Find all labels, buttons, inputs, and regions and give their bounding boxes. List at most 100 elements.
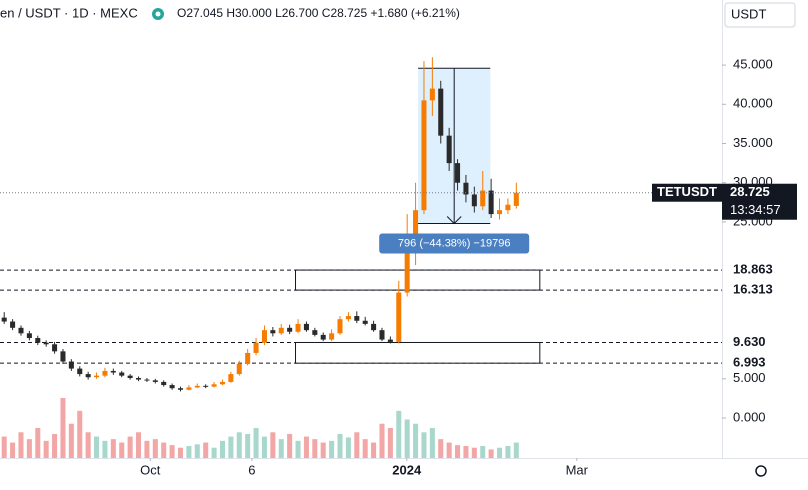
volume-bar xyxy=(236,432,242,458)
candle-body xyxy=(60,351,66,362)
volume-bar xyxy=(253,428,259,458)
y-tick-label: 40.000 xyxy=(733,96,773,111)
volume-bar xyxy=(421,432,427,458)
volume-bar xyxy=(438,439,444,458)
volume-bar xyxy=(43,440,49,458)
candle-body xyxy=(312,330,318,335)
volume-bar xyxy=(68,423,74,458)
measure-arrowhead xyxy=(446,216,462,225)
level-label: 18.863 xyxy=(733,262,773,277)
candle-body xyxy=(303,323,309,331)
candle-body xyxy=(94,375,100,378)
volume-bar xyxy=(505,446,511,458)
currency-button[interactable] xyxy=(724,2,796,28)
volume-bar xyxy=(387,428,393,458)
volume-bar xyxy=(194,444,200,458)
volume-bar xyxy=(446,442,452,458)
candle-body xyxy=(379,330,385,340)
volume-bar xyxy=(320,442,326,458)
candle-body xyxy=(253,342,259,353)
volume-bar xyxy=(110,439,116,458)
currency[interactable]: USDT xyxy=(731,6,766,21)
y-tick-label: 5.000 xyxy=(733,370,766,385)
volume-bar xyxy=(404,419,410,458)
ticker-label-bg xyxy=(652,183,722,202)
candle-body xyxy=(320,334,326,340)
candle-body xyxy=(169,385,175,389)
volume-bar xyxy=(379,423,385,458)
volume-bar xyxy=(219,440,225,458)
volume-bar xyxy=(102,440,108,458)
zone-box xyxy=(295,269,541,291)
volume-bar xyxy=(287,434,293,458)
candle-body xyxy=(177,388,184,390)
candle-body xyxy=(429,88,435,101)
candle-body xyxy=(1,317,7,322)
volume-bar xyxy=(396,410,402,458)
candle-body xyxy=(211,384,217,387)
candle-body xyxy=(471,194,477,207)
candle-body xyxy=(505,204,511,211)
candle-body xyxy=(152,380,158,382)
candle-body xyxy=(421,100,427,211)
header-bar xyxy=(0,0,720,28)
level-label-bg xyxy=(728,261,800,280)
candle-body xyxy=(236,363,242,375)
candle-body xyxy=(85,374,91,378)
candle-body xyxy=(513,192,519,206)
x-tick-label: 6 xyxy=(248,462,255,477)
volume-bar xyxy=(497,447,503,458)
volume-bar xyxy=(480,446,486,458)
level-label: 16.313 xyxy=(733,282,773,297)
volume-bar xyxy=(337,434,343,458)
candle-body xyxy=(497,210,503,215)
candle-body xyxy=(161,381,167,386)
volume-bar xyxy=(413,423,419,458)
volume-bar xyxy=(513,442,519,458)
candle-body xyxy=(413,210,419,250)
candle-body xyxy=(329,333,335,340)
volume-bar xyxy=(345,437,351,458)
measure-label-bg xyxy=(379,233,530,254)
candle-body xyxy=(119,372,125,376)
candle-body xyxy=(144,379,150,381)
volume-bar xyxy=(270,432,276,458)
x-tick-label: Mar xyxy=(566,462,589,477)
volume-bar xyxy=(295,440,301,458)
volume-bar xyxy=(186,446,192,458)
level-label-bg xyxy=(728,281,800,300)
candle-body xyxy=(404,249,410,293)
volume-bar xyxy=(429,428,435,458)
candle-body xyxy=(68,361,74,369)
volume-bar xyxy=(136,432,142,458)
level-label-bg xyxy=(728,333,800,352)
volume-bar xyxy=(329,440,335,458)
volume-bar xyxy=(60,398,66,458)
candle-body xyxy=(362,320,368,324)
candle-body xyxy=(463,182,469,195)
plot: 796 (−44.38%) −19796 xyxy=(0,57,722,458)
y-tick-label: 0.000 xyxy=(733,409,766,424)
volume-bar xyxy=(77,410,83,458)
volume-bar xyxy=(471,447,477,458)
candle-body xyxy=(387,339,393,342)
candle-body xyxy=(480,190,486,207)
candle-body xyxy=(295,323,301,332)
price-label: 28.725 xyxy=(730,184,770,199)
volume-bar xyxy=(261,436,267,458)
candle-body xyxy=(127,375,133,379)
volume-bar xyxy=(463,446,469,458)
volume-bar xyxy=(278,439,284,458)
volume-bar xyxy=(228,436,234,458)
candle-body xyxy=(287,327,293,332)
candle-body xyxy=(18,327,24,334)
candle-body xyxy=(488,190,494,215)
volume-bar xyxy=(371,442,377,458)
volume-bar xyxy=(10,442,16,458)
volume-bar xyxy=(488,449,494,458)
settings-icon[interactable] xyxy=(755,465,767,477)
candle-body xyxy=(102,370,108,376)
volume-bar xyxy=(203,442,209,458)
volume-bar xyxy=(127,436,133,458)
